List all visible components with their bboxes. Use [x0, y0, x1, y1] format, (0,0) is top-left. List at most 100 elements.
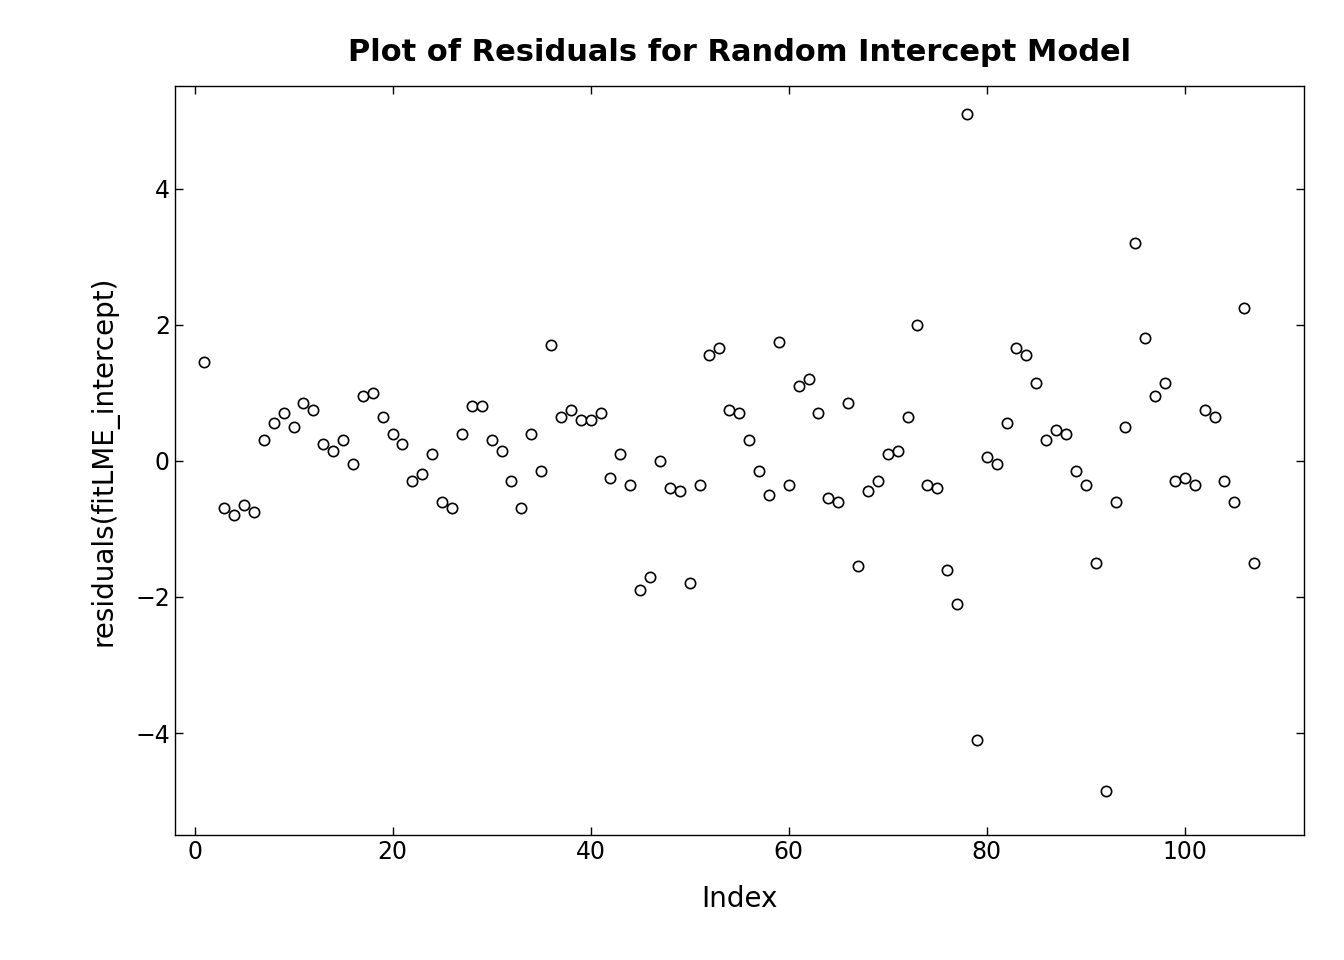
Point [699, 348, 720, 363]
Point [422, 446, 444, 462]
Point [738, 433, 759, 448]
Point [570, 412, 591, 427]
Point [620, 477, 641, 492]
Point [878, 446, 899, 462]
Point [1066, 464, 1087, 479]
Point [411, 467, 433, 482]
Point [689, 477, 711, 492]
Point [767, 334, 789, 349]
Point [372, 409, 394, 424]
Point [214, 501, 235, 516]
Point [1243, 555, 1265, 570]
Point [1144, 389, 1165, 404]
Point [520, 426, 542, 442]
Point [837, 396, 859, 411]
Point [887, 443, 909, 458]
Point [669, 484, 691, 499]
Point [1055, 426, 1077, 442]
Point [1134, 330, 1156, 346]
Point [917, 477, 938, 492]
Point [649, 453, 671, 468]
Point [590, 405, 612, 420]
Point [470, 398, 492, 414]
Point [382, 426, 403, 442]
Point [758, 487, 780, 502]
Point [896, 409, 918, 424]
Point [1005, 341, 1027, 356]
Point [1175, 470, 1196, 486]
Point [1154, 374, 1176, 390]
Point [234, 497, 255, 513]
Point [263, 416, 285, 431]
Point [1164, 473, 1185, 489]
Point [293, 396, 314, 411]
Point [1035, 433, 1056, 448]
Point [323, 443, 344, 458]
Point [332, 433, 353, 448]
Point [491, 443, 512, 458]
Point [511, 501, 532, 516]
Point [1016, 348, 1038, 363]
Point [550, 409, 571, 424]
Point [1193, 402, 1215, 418]
Point [817, 491, 839, 506]
Point [976, 449, 997, 465]
Point [1075, 477, 1097, 492]
Point [1234, 300, 1255, 315]
Point [194, 354, 215, 370]
Point [986, 457, 1008, 472]
Point [531, 464, 552, 479]
Point [343, 457, 364, 472]
Point [808, 405, 829, 420]
Point [659, 480, 680, 495]
Point [391, 436, 413, 451]
Point [1046, 422, 1067, 438]
Point [461, 398, 482, 414]
Point [1105, 494, 1126, 510]
Point [431, 494, 453, 510]
Point [441, 501, 462, 516]
Point [243, 504, 265, 519]
Point [1223, 494, 1245, 510]
Point [728, 405, 750, 420]
Point [1214, 473, 1235, 489]
Point [352, 389, 374, 404]
Point [946, 596, 968, 612]
Y-axis label: residuals(fitLME_intercept): residuals(fitLME_intercept) [90, 276, 118, 646]
Point [313, 436, 335, 451]
Point [540, 337, 562, 352]
Point [907, 317, 929, 332]
Point [719, 402, 741, 418]
Point [402, 473, 423, 489]
Point [778, 477, 800, 492]
X-axis label: Index: Index [702, 885, 777, 913]
Point [599, 470, 621, 486]
Point [1085, 555, 1106, 570]
Point [956, 106, 977, 121]
Point [223, 508, 245, 523]
Point [788, 378, 809, 394]
Point [857, 484, 879, 499]
Point [640, 569, 661, 585]
Point [996, 416, 1017, 431]
Point [560, 402, 582, 418]
Point [253, 433, 274, 448]
Point [481, 433, 503, 448]
Point [362, 385, 383, 400]
Point [501, 473, 523, 489]
Point [302, 402, 324, 418]
Point [273, 405, 294, 420]
Point [1114, 420, 1136, 435]
Point [828, 494, 849, 510]
Point [1184, 477, 1206, 492]
Point [966, 732, 988, 748]
Point [937, 562, 958, 577]
Point [798, 372, 820, 387]
Point [452, 426, 473, 442]
Point [749, 464, 770, 479]
Point [610, 446, 632, 462]
Point [867, 473, 888, 489]
Point [679, 576, 700, 591]
Point [1125, 235, 1146, 251]
Point [629, 583, 650, 598]
